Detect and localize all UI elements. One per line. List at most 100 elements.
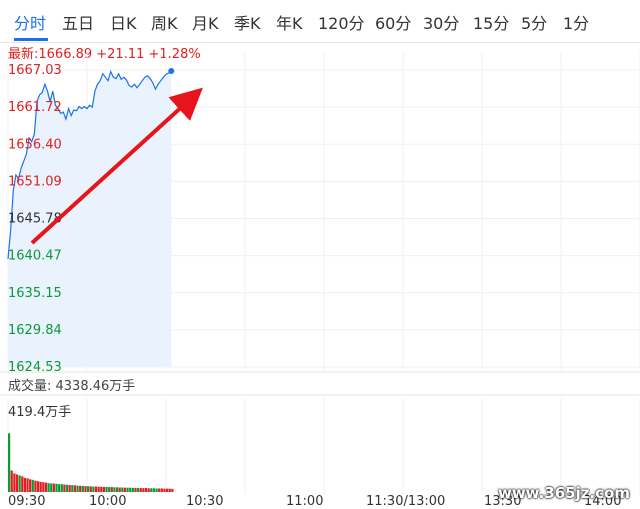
volume-bar (21, 476, 24, 492)
volume-bar (168, 488, 171, 492)
tab-daily-k[interactable]: 日K (110, 14, 137, 33)
x-tick-label: 11:30/13:00 (366, 494, 446, 509)
volume-bar (150, 488, 153, 492)
volume-bar (121, 487, 124, 492)
tab-30min[interactable]: 30分 (423, 14, 460, 33)
volume-bar (71, 485, 74, 492)
volume-bar (60, 484, 63, 492)
volume-bar (89, 486, 92, 492)
trend-arrow (30, 87, 203, 245)
volume-bar (18, 475, 21, 492)
tab-120min[interactable]: 120分 (318, 14, 365, 33)
volume-bar (134, 487, 137, 492)
x-tick-label: 11:00 (286, 494, 324, 509)
x-tick-label: 10:00 (89, 494, 127, 509)
volume-bar (42, 482, 45, 492)
period-tabs: 分时 五日 日K 周K 月K 季K 年K 120分 60分 30分 15分 5分… (0, 0, 640, 42)
tab-five-day[interactable]: 五日 (62, 14, 95, 33)
price-tick-label: 1667.03 (8, 63, 62, 78)
volume-bar (163, 488, 166, 492)
volume-bar (113, 487, 116, 492)
volume-bar (36, 481, 40, 492)
volume-bar (110, 487, 113, 492)
volume-bar (139, 488, 142, 492)
tab-yearly-k[interactable]: 年K (276, 14, 303, 33)
tab-intraday[interactable]: 分时 (14, 14, 47, 33)
volume-bar (76, 485, 79, 492)
volume-bar (79, 485, 82, 492)
volume-bar (108, 487, 111, 492)
volume-bar (47, 483, 50, 492)
volume-bar (147, 488, 150, 492)
volume-bar (15, 474, 19, 492)
volume-bar (84, 486, 87, 492)
volume-bar (102, 486, 105, 492)
tab-15min[interactable]: 15分 (473, 14, 510, 33)
volume-bar (55, 483, 58, 492)
volume-bar (31, 479, 34, 492)
tabs-divider (0, 42, 640, 43)
volume-bar (129, 487, 132, 492)
volume-label: 成交量: 4338.46万手 (8, 379, 136, 394)
volume-bar (68, 484, 71, 492)
volume-bar (144, 488, 148, 492)
volume-bar (29, 479, 32, 492)
volume-bar (81, 485, 84, 492)
volume-bar (58, 484, 61, 492)
x-tick-label: 10:30 (186, 494, 224, 509)
price-tick-label: 1624.53 (8, 360, 62, 375)
price-tick-label: 1629.84 (8, 323, 62, 338)
x-tick-label: 14:00 (584, 494, 622, 509)
volume-bar (39, 481, 42, 492)
price-tick-label: 1645.78 (8, 212, 62, 227)
volume-bar (166, 488, 169, 492)
volume-bar (26, 478, 29, 492)
tab-quarterly-k[interactable]: 季K (234, 14, 261, 33)
volume-bar (123, 487, 127, 492)
volume-bar (8, 433, 11, 492)
active-tab-indicator (14, 38, 48, 41)
volume-max-label: 419.4万手 (8, 405, 72, 420)
tab-1min[interactable]: 1分 (563, 14, 590, 33)
volume-bar (118, 487, 121, 492)
volume-bar (92, 486, 95, 492)
volume-bar (137, 487, 140, 492)
tab-monthly-k[interactable]: 月K (192, 14, 219, 33)
volume-bar (63, 484, 66, 492)
volume-bar (142, 488, 145, 492)
volume-bar (100, 486, 103, 492)
volume-bar (65, 484, 69, 492)
price-tick-label: 1635.15 (8, 286, 62, 301)
volume-bar (160, 488, 163, 492)
price-tick-label: 1651.09 (8, 174, 62, 189)
x-tick-label: 09:30 (8, 494, 46, 509)
price-tick-label: 1656.40 (8, 137, 62, 152)
x-tick-label: 13:30 (484, 494, 522, 509)
price-line (7, 69, 172, 259)
volume-bar (105, 486, 108, 492)
tab-5min[interactable]: 5分 (521, 14, 548, 33)
volume-bar (73, 485, 77, 492)
latest-quote: 最新:1666.89 +21.11 +1.28% (8, 47, 201, 62)
volume-bar (115, 487, 119, 492)
volume-bar (23, 477, 26, 492)
volume-bar (158, 488, 161, 492)
volume-bar (87, 486, 90, 492)
price-tick-label: 1640.47 (8, 249, 62, 264)
volume-bars (8, 433, 174, 492)
watermark: www.365jz.com (497, 484, 630, 502)
volume-bar (126, 487, 129, 492)
tab-60min[interactable]: 60分 (375, 14, 412, 33)
volume-bar (94, 486, 98, 492)
price-layer (7, 67, 175, 367)
price-axis-labels: 1667.03 1661.72 1656.40 1651.09 1645.78 1640.… (8, 63, 62, 375)
volume-bar (13, 473, 16, 492)
volume-bar (171, 488, 174, 492)
volume-bar (44, 482, 48, 492)
price-tick-label: 1661.72 (8, 100, 62, 115)
volume-bar (97, 486, 100, 492)
volume-bar (50, 483, 53, 492)
volume-bar (52, 483, 55, 492)
tab-weekly-k[interactable]: 周K (151, 14, 178, 33)
